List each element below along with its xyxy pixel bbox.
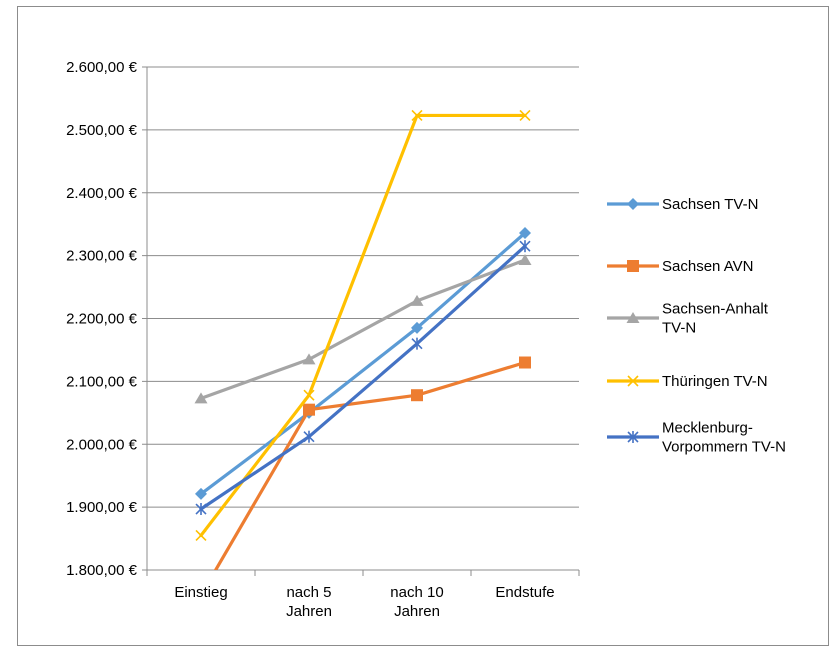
x-tick-label: nach 5 Jahren: [286, 584, 332, 620]
y-tick-label: 2.000,00 €: [66, 436, 138, 453]
triangle-marker: [626, 312, 640, 323]
series-3: [195, 109, 531, 541]
series-4: [195, 240, 531, 516]
x-marker: [303, 389, 315, 401]
gridlines: [147, 66, 579, 508]
x-marker: [519, 109, 531, 121]
star-marker: [195, 503, 207, 516]
legend-entry: Sachsen TV-N: [607, 196, 758, 213]
x-marker-stroke: [411, 109, 423, 121]
x-marker-stroke: [627, 375, 639, 387]
y-axis-tick-labels: 1.800,00 € 1.900,00 € 2.000,00 € 2.100,00 €…: [66, 59, 138, 579]
y-tick-label: 2.100,00 €: [66, 373, 138, 390]
x-marker-stroke: [195, 529, 207, 541]
diamond-marker: [195, 487, 207, 500]
star-marker: [627, 431, 639, 443]
y-tick-label: 2.500,00 €: [66, 122, 138, 139]
triangle-marker: [194, 392, 208, 404]
series-0: [195, 226, 531, 500]
series-2: [194, 254, 532, 404]
series-line: [199, 231, 527, 496]
x-marker-stroke: [519, 109, 531, 121]
triangle-marker: [410, 294, 424, 306]
axes: [142, 66, 580, 576]
series-1: [213, 356, 531, 570]
legend-label: Thüringen TV-N: [662, 373, 768, 390]
star-marker: [411, 337, 423, 350]
x-tick-label: nach 10 Jahren: [390, 584, 443, 620]
y-tick-label: 1.800,00 €: [66, 562, 138, 579]
square-marker: [411, 389, 423, 402]
diamond-marker: [519, 226, 531, 239]
chart-frame: [17, 6, 829, 646]
legend-entry: Mecklenburg-Vorpommern TV-N: [607, 420, 786, 456]
star-marker: [519, 240, 531, 253]
y-tick-label: 2.600,00 €: [66, 59, 138, 76]
square-marker: [627, 260, 639, 272]
legend-label: Sachsen TV-N: [662, 196, 758, 213]
y-tick-label: 2.400,00 €: [66, 185, 138, 202]
series-line: [199, 258, 527, 400]
y-tick-label: 1.900,00 €: [66, 499, 138, 516]
triangle-marker: [302, 353, 316, 365]
series-line: [199, 113, 527, 538]
diamond-marker: [627, 198, 639, 210]
series-line: [213, 360, 527, 570]
legend-entry: Thüringen TV-N: [607, 373, 768, 390]
legend-entry: Sachsen AVN: [607, 258, 753, 275]
x-axis-tick-labels: Einstieg nach 5 Jahren nach 10 Jahren Endstuf…: [174, 584, 554, 620]
x-marker: [627, 375, 639, 387]
x-tick-label: Endstufe: [495, 584, 554, 601]
x-marker: [195, 529, 207, 541]
square-marker: [519, 356, 531, 369]
diamond-marker: [411, 321, 423, 334]
star-marker: [303, 430, 315, 443]
y-tick-label: 2.300,00 €: [66, 248, 138, 265]
triangle-marker: [518, 254, 532, 266]
legend-label: Mecklenburg-Vorpommern TV-N: [662, 420, 786, 456]
legend: Sachsen TV-N Sachsen AVN Sachsen-Anhalt TV-…: [607, 196, 786, 456]
x-marker: [411, 109, 423, 121]
x-tick-label: Einstieg: [174, 584, 227, 601]
series-line: [199, 244, 527, 511]
y-tick-label: 2.200,00 €: [66, 311, 138, 328]
series-layer: [194, 109, 532, 570]
legend-entry: Sachsen-Anhalt TV-N: [607, 301, 769, 337]
x-marker-stroke: [303, 389, 315, 401]
legend-label: Sachsen-Anhalt TV-N: [662, 301, 769, 337]
square-marker: [303, 403, 315, 416]
legend-label: Sachsen AVN: [662, 258, 753, 275]
